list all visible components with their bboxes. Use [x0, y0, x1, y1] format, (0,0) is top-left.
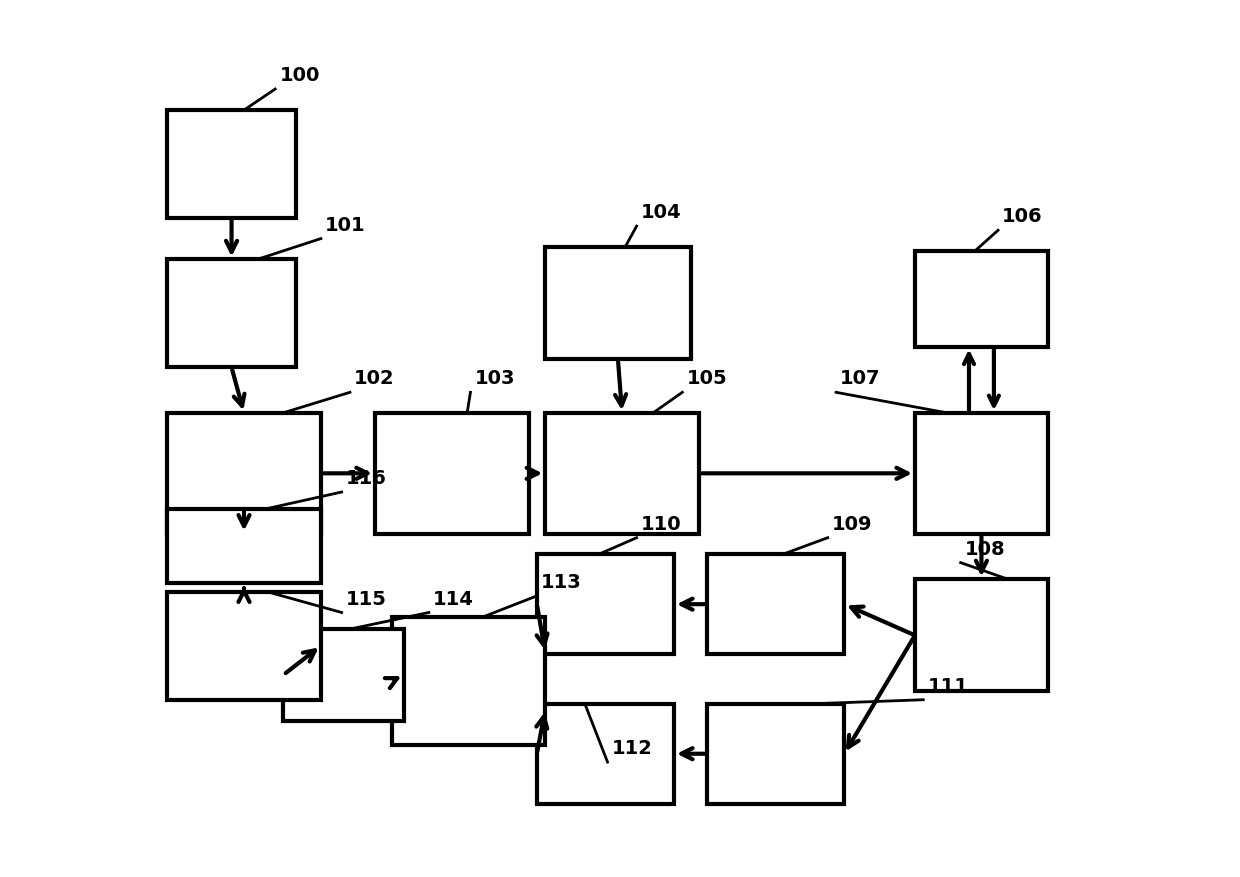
Text: 107: 107 — [841, 369, 880, 388]
Bar — [284, 630, 404, 721]
Bar — [546, 414, 699, 534]
Text: 105: 105 — [687, 369, 727, 388]
Text: 116: 116 — [346, 468, 387, 488]
Bar — [167, 509, 321, 584]
Text: 111: 111 — [928, 676, 968, 695]
Bar — [374, 414, 528, 534]
Bar — [537, 554, 675, 654]
Text: 110: 110 — [641, 514, 682, 533]
Text: 114: 114 — [433, 588, 474, 608]
Bar — [167, 111, 296, 218]
Bar — [707, 554, 844, 654]
Bar — [915, 580, 1048, 692]
Text: 106: 106 — [1002, 207, 1043, 226]
Text: 101: 101 — [325, 216, 366, 234]
Text: 109: 109 — [832, 514, 873, 533]
Text: 100: 100 — [279, 66, 320, 85]
Bar — [707, 704, 844, 803]
Bar — [546, 247, 691, 360]
Text: 104: 104 — [641, 203, 682, 222]
Text: 113: 113 — [541, 572, 582, 591]
Text: 102: 102 — [355, 369, 394, 388]
Bar — [167, 592, 321, 700]
Text: 108: 108 — [965, 539, 1006, 558]
Text: 112: 112 — [611, 738, 652, 757]
Bar — [915, 414, 1048, 534]
Text: 103: 103 — [475, 369, 515, 388]
Bar — [537, 704, 675, 803]
Bar — [915, 252, 1048, 347]
Bar — [167, 414, 321, 534]
Text: 115: 115 — [346, 588, 387, 608]
Bar — [392, 617, 546, 745]
Bar — [167, 260, 296, 368]
